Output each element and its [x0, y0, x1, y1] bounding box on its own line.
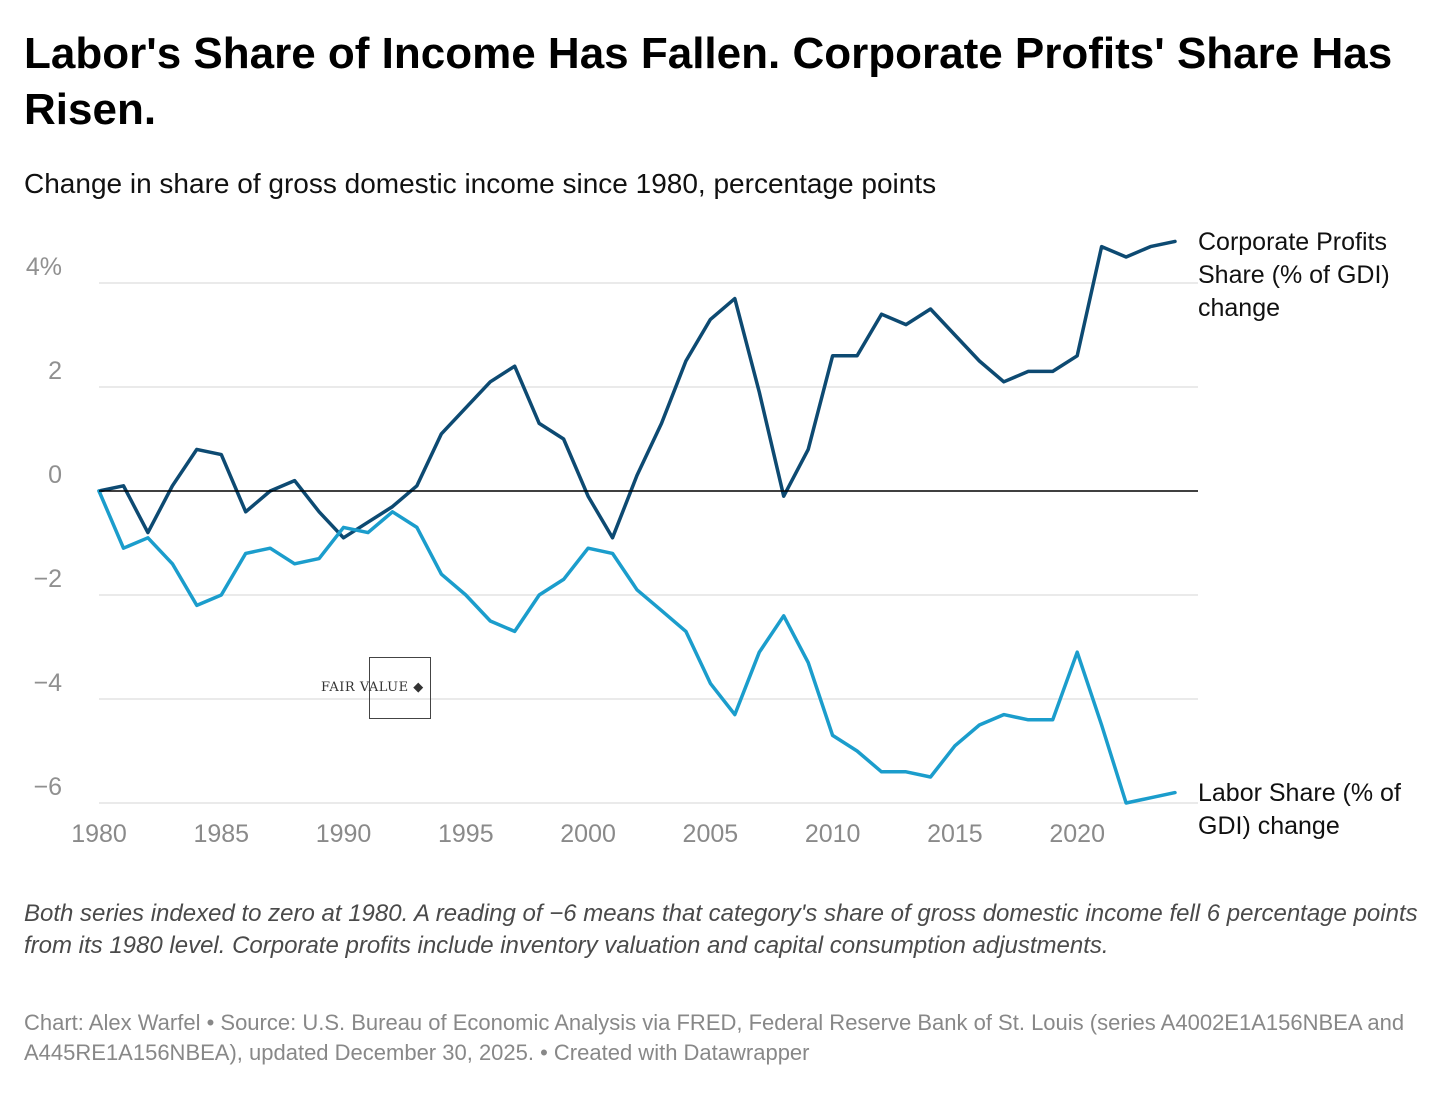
- y-tick-label: 2: [48, 357, 62, 385]
- x-tick-label: 1985: [193, 820, 249, 848]
- x-tick-label: 2015: [927, 820, 983, 848]
- x-tick-label: 2020: [1049, 820, 1105, 848]
- corporate-profits-line: [97, 239, 1177, 540]
- fair-value-logo-box: [369, 657, 431, 719]
- chart-credit: Chart: Alex Warfel • Source: U.S. Bureau…: [24, 1010, 1405, 1065]
- x-tick-label: 2000: [560, 820, 616, 848]
- labor-share-line: [97, 489, 1177, 805]
- fair-value-logo-text: FAIR VALUE ◆: [321, 680, 424, 695]
- x-tick-label: 1995: [438, 820, 494, 848]
- y-tick-label: 0: [48, 461, 62, 489]
- x-tick-label: 2005: [683, 820, 739, 848]
- chart-title: Labor's Share of Income Has Fallen. Corp…: [24, 29, 1393, 134]
- x-tick-label: 2010: [805, 820, 861, 848]
- x-tick-label: 1990: [316, 820, 372, 848]
- y-tick-label: −2: [33, 565, 62, 593]
- y-tick-label: −4: [33, 669, 62, 697]
- series-label-labor-share: Labor Share (% of GDI) change: [1198, 779, 1401, 840]
- y-tick-label: 4%: [26, 253, 62, 281]
- x-tick-label: 1980: [71, 820, 127, 848]
- y-tick-label: −6: [33, 773, 62, 801]
- chart-subtitle: Change in share of gross domestic income…: [24, 168, 937, 199]
- chart-notes: Both series indexed to zero at 1980. A r…: [24, 900, 1418, 959]
- series-label-corporate-profits: Corporate Profits Share (% of GDI) chang…: [1198, 228, 1390, 322]
